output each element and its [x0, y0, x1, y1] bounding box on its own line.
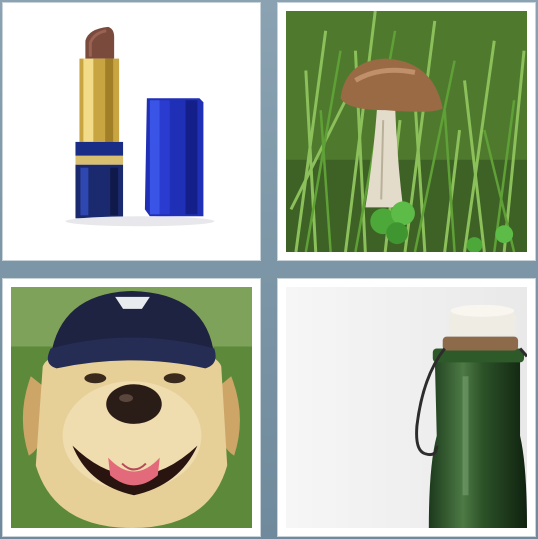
dog-image [11, 287, 252, 528]
mushroom-image [286, 11, 527, 252]
lipstick-image [11, 11, 252, 252]
bottle-image [286, 287, 527, 528]
picture-tile-lipstick[interactable] [2, 2, 261, 261]
picture-tile-dog[interactable] [2, 278, 261, 537]
picture-tile-mushroom[interactable] [277, 2, 536, 261]
picture-tile-bottle[interactable] [277, 278, 536, 537]
